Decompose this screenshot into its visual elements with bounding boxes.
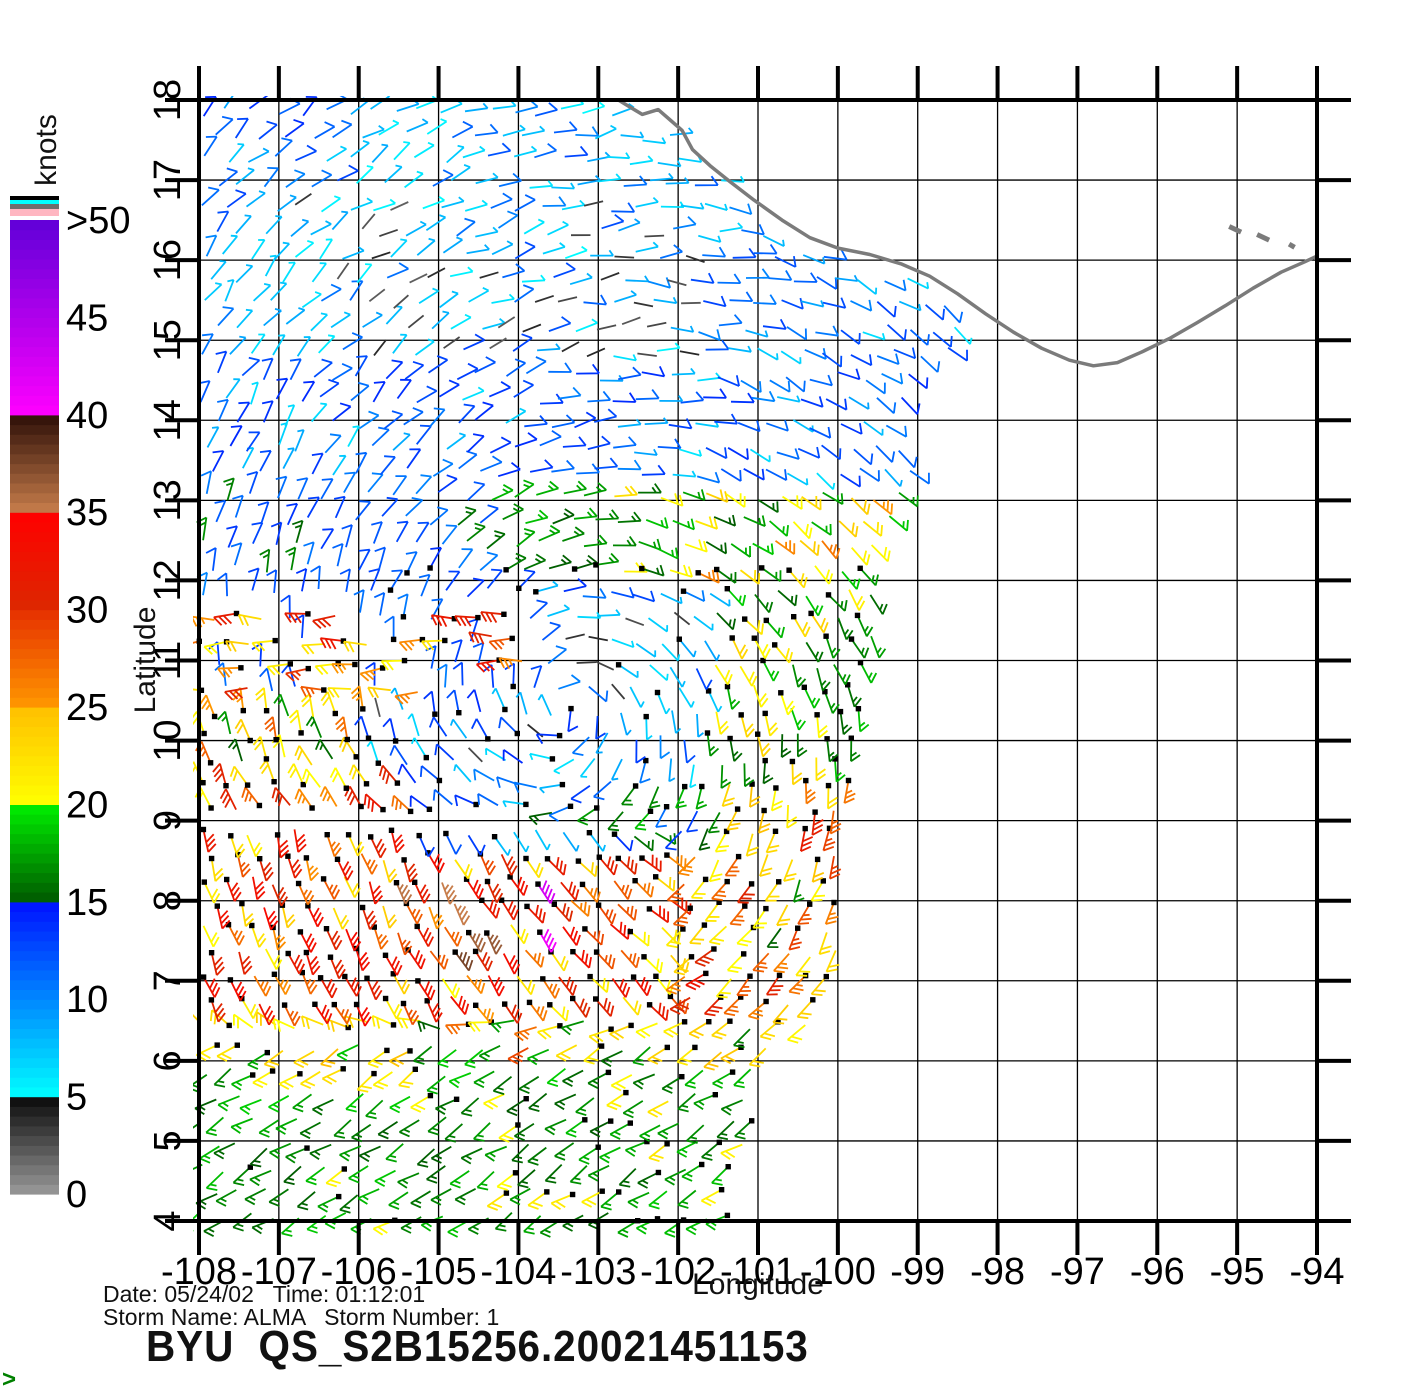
map-grid [199,100,1317,1221]
x-tick-label: -106 [321,1251,397,1293]
colorbar-tick-labels: >50 45 40 35 30 25 20 15 10 5 0 [66,200,130,1216]
y-tick-label: 16 [147,239,189,281]
x-tick-label: -101 [720,1251,796,1293]
y-tick-label: 17 [147,159,189,201]
y-axis-title: Latitude [129,606,162,714]
x-axis-title: Longitude [692,1268,824,1301]
y-tick-label: 4 [147,1210,189,1231]
y-tick-label: 7 [147,970,189,991]
x-tick-label: -108 [161,1251,237,1293]
y-tick-label: 12 [147,559,189,601]
colorbar-tick-label: 20 [66,784,108,826]
coastline [617,98,1318,368]
y-tick-label: 5 [147,1130,189,1151]
y-tick-label: 11 [147,641,189,680]
y-tick-label: 18 [147,79,189,121]
y-tick-label: 10 [147,719,189,761]
x-tick-label: -94 [1290,1251,1345,1293]
colorbar [10,196,59,1195]
x-tick-label: -95 [1210,1251,1265,1293]
x-tick-labels: -108 -107 -106 -105 -104 -103 -102 -101 -100 -99-… [161,1251,1344,1293]
colorbar-tick-label: 45 [66,297,108,339]
colorbar-top-stripe [10,196,59,200]
x-tick-label: -102 [640,1251,716,1293]
x-tick-label: -105 [401,1251,477,1293]
colorbar-top-stripe [10,200,59,204]
x-tick-label: -99 [890,1251,945,1293]
y-tick-label: 14 [147,399,189,441]
y-tick-labels: 18 17 16 15 14 13 12 11 10 9 8 7 6 5 4 [147,79,189,1232]
y-tick-label: 15 [147,319,189,361]
date-time-line: Date: 05/24/02 Time: 01:12:01 [103,1281,426,1307]
colorbar-tick-label: 30 [66,590,108,632]
x-tick-label: -96 [1130,1251,1185,1293]
wind-barb-field [193,96,973,1238]
y-tick-label: 8 [147,890,189,911]
y-tick-label: 13 [147,479,189,521]
colorbar-units-label: knots [30,114,63,186]
colorbar-tick-label: 15 [66,882,108,924]
page-title: BYU QS_S2B15256.20021451153 [146,1322,809,1371]
x-tick-label: -98 [970,1251,1025,1293]
colorbar-tick-label: 10 [66,979,108,1021]
y-tick-label: 9 [147,810,189,831]
colorbar-tick-label: 25 [66,687,108,729]
colorbar-tick-label: >50 [66,200,130,242]
y-tick-label: 6 [147,1050,189,1071]
x-tick-label: -107 [241,1251,317,1293]
colorbar-top-stripe [10,204,59,209]
colorbar-tick-label: 0 [66,1174,87,1216]
x-tick-label: -100 [800,1251,876,1293]
colorbar-tick-label: 40 [66,395,108,437]
plot-frame [165,66,1351,1255]
storm-name-line: Storm Name: ALMA Storm Number: 1 [103,1304,500,1330]
x-tick-label: -104 [480,1251,556,1293]
colorbar-tick-label: 35 [66,492,108,534]
colorbar-top-stripe [10,209,59,216]
x-tick-label: -97 [1050,1251,1105,1293]
x-tick-label: -103 [560,1251,636,1293]
terminal-prompt-glyph: > [2,1366,17,1393]
colorbar-tick-label: 5 [66,1077,87,1119]
